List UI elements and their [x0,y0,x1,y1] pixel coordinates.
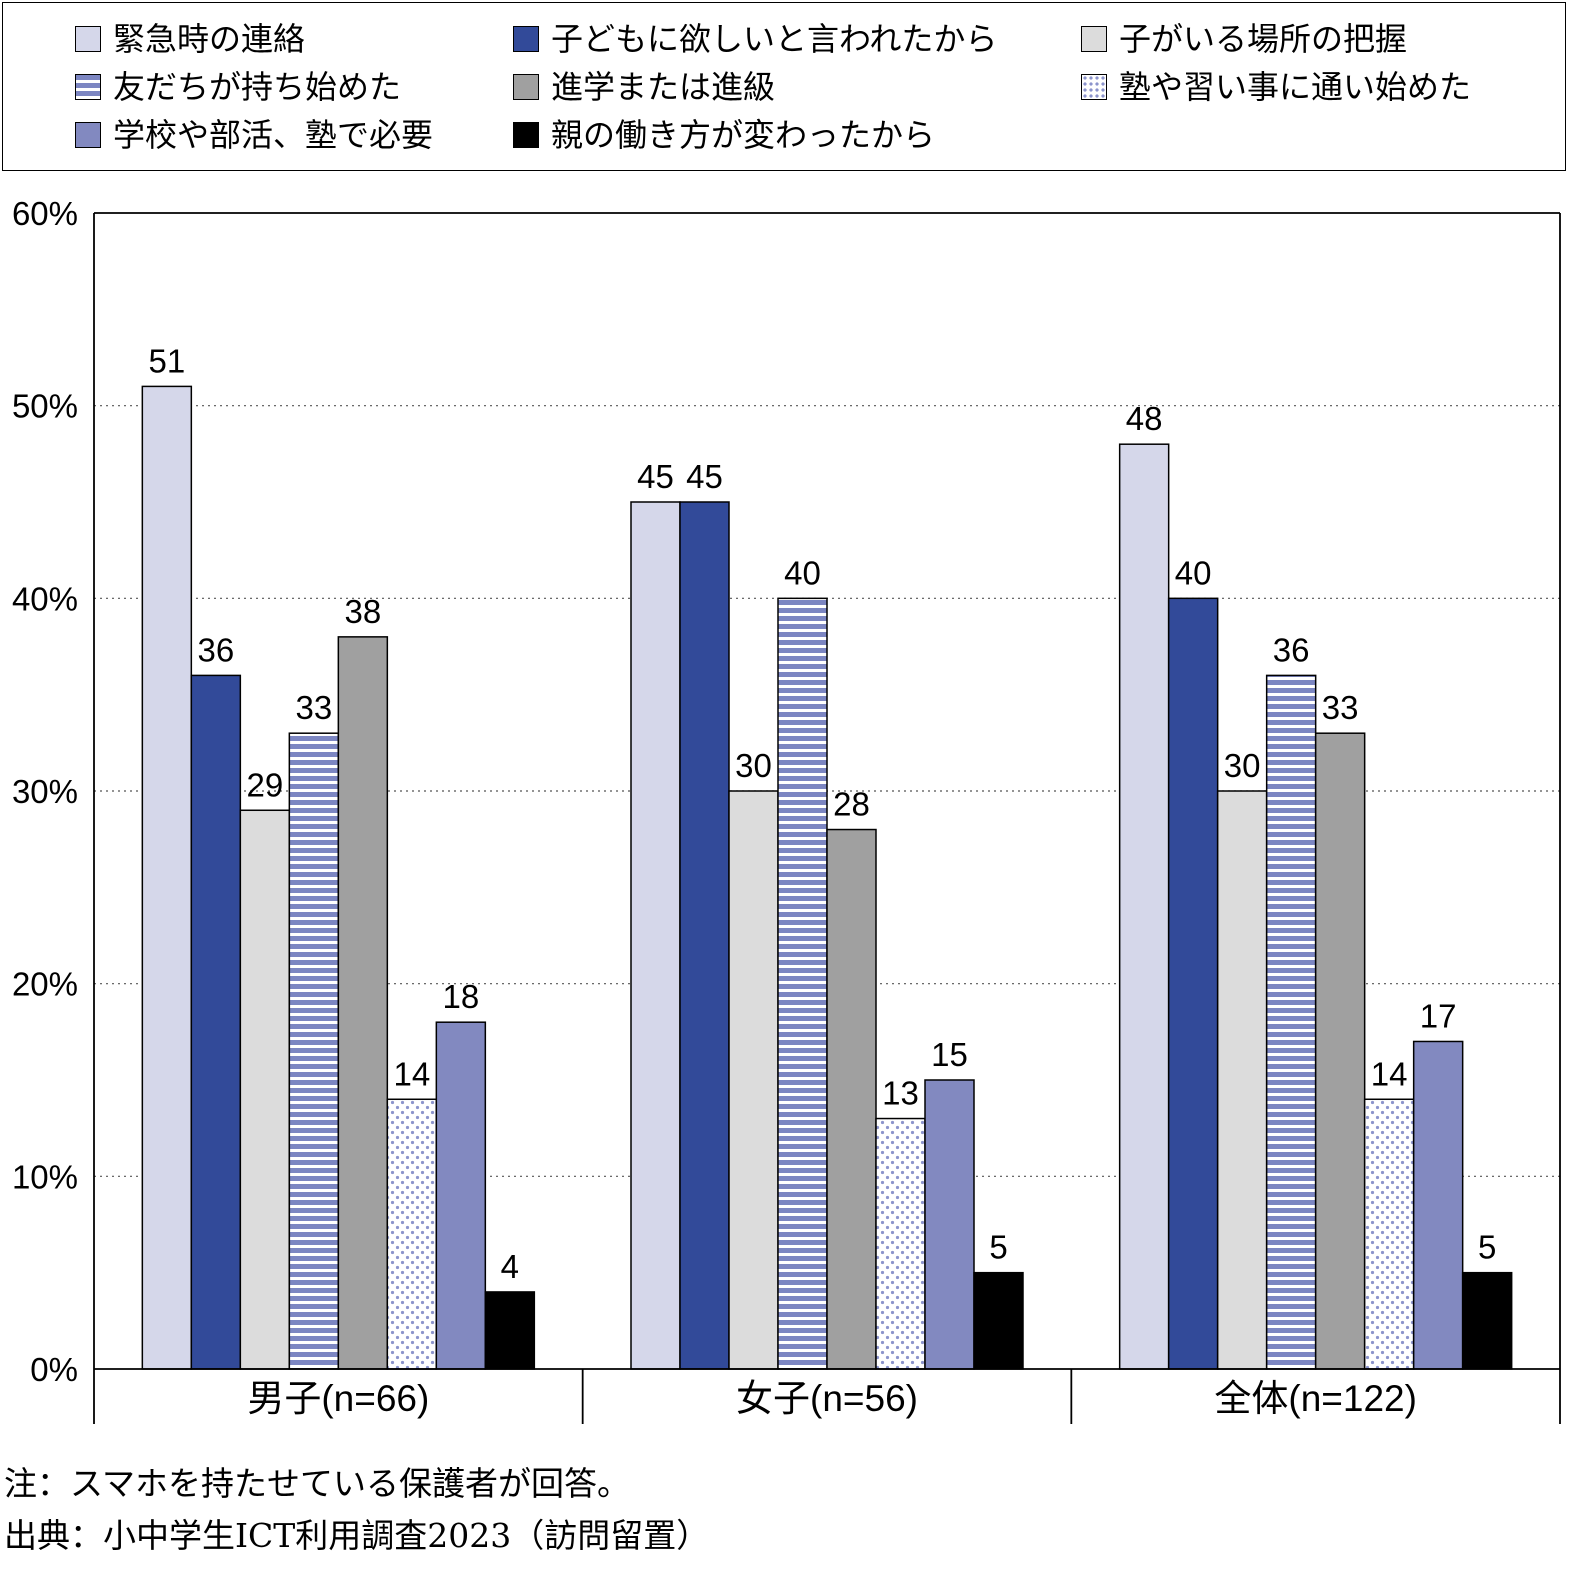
legend-swatch [75,122,101,148]
bar-value-label: 38 [344,593,381,630]
bar-value-label: 13 [882,1075,919,1112]
legend-swatch [513,74,539,100]
bar-chart: 0% 10% 20% 30% 40% 50% 60% 51 36 29 33 38 14 18 4 男子(n=… [12,195,1561,1424]
legend-item: 子どもに欲しいと言われたから [513,19,997,59]
bar-value-label: 17 [1420,997,1457,1034]
bar [1412,1040,1464,1370]
y-tick-label: 0% [30,1351,78,1388]
legend-label: 子がいる場所の把握 [1119,20,1408,58]
bar [337,636,389,1370]
bar [777,597,828,1370]
bar [435,1021,487,1370]
bar [1265,674,1317,1370]
bar [630,501,681,1370]
bar-value-label: 33 [295,689,332,726]
y-tick-label: 40% [12,580,78,617]
bar-value-label: 18 [442,978,479,1015]
bar-value-label: 29 [246,766,283,803]
bar [875,1117,926,1370]
x-category-label: 男子(n=66) [247,1378,429,1419]
bar-value-label: 5 [989,1229,1007,1266]
bar-value-label: 15 [931,1036,968,1073]
y-tick-label: 30% [12,773,78,810]
bar [728,790,779,1370]
bar-value-label: 5 [1478,1229,1496,1266]
legend-swatch [75,74,101,100]
bar-value-label: 30 [1224,747,1261,784]
y-tick-label: 10% [12,1158,78,1195]
bar [1461,1271,1513,1370]
bar [1118,443,1170,1370]
bar [973,1271,1024,1370]
bar-value-label: 33 [1322,689,1359,726]
bar-value-label: 45 [686,458,723,495]
legend-label: 塾や習い事に通い始めた [1119,68,1472,106]
legend: 緊急時の連絡 子どもに欲しいと言われたから 子がいる場所の把握友だちが持ち始めた 進学… [2,2,1566,171]
chart-source: 出典：小中学生ICT利用調査2023（訪問留置） [4,1516,710,1555]
legend-item: 友だちが持ち始めた [75,67,401,107]
bar [190,674,242,1370]
bar-value-label: 48 [1126,400,1163,437]
bar [1216,790,1268,1370]
bar [386,1098,438,1370]
bar [1363,1098,1415,1370]
bar [288,732,340,1370]
legend-swatch [1081,26,1107,52]
bar-value-label: 14 [393,1055,430,1092]
bar [484,1291,536,1370]
x-category-label: 全体(n=122) [1214,1378,1417,1419]
legend-label: 子どもに欲しいと言われたから [551,20,998,58]
legend-item: 緊急時の連絡 [75,19,305,59]
legend-item: 進学または進級 [513,67,775,107]
legend-label: 親の働き方が変わったから [551,116,936,154]
bar [141,385,193,1370]
y-tick-label: 50% [12,388,78,425]
x-category-label: 女子(n=56) [736,1378,918,1419]
bar-value-label: 4 [501,1248,519,1285]
bar-value-label: 14 [1371,1055,1408,1092]
bar [826,828,877,1370]
bar [679,501,730,1370]
legend-item: 親の働き方が変わったから [513,115,935,155]
legend-swatch [513,122,539,148]
legend-swatch [1081,74,1107,100]
bar [1167,597,1219,1370]
y-tick-label: 60% [12,195,78,232]
y-tick-label: 20% [12,966,78,1003]
bar-value-label: 28 [833,786,870,823]
bar [239,809,291,1370]
legend-label: 友だちが持ち始めた [113,68,402,106]
chart-note: 注：スマホを持たせている保護者が回答。 [4,1464,631,1503]
bar-value-label: 30 [735,747,772,784]
bar-value-label: 51 [148,342,185,379]
bar-value-label: 36 [197,631,234,668]
legend-label: 学校や部活、塾で必要 [113,116,434,154]
legend-item: 学校や部活、塾で必要 [75,115,433,155]
legend-label: 進学または進級 [551,68,776,106]
bar [1314,732,1366,1370]
legend-item: 塾や習い事に通い始めた [1081,67,1471,107]
bar [924,1079,975,1370]
legend-swatch [75,26,101,52]
bar-value-label: 36 [1273,631,1310,668]
bar-value-label: 40 [1175,554,1212,591]
legend-label: 緊急時の連絡 [113,20,306,58]
bar-value-label: 40 [784,554,821,591]
legend-item: 子がいる場所の把握 [1081,19,1407,59]
legend-swatch [513,26,539,52]
bar-value-label: 45 [637,458,674,495]
